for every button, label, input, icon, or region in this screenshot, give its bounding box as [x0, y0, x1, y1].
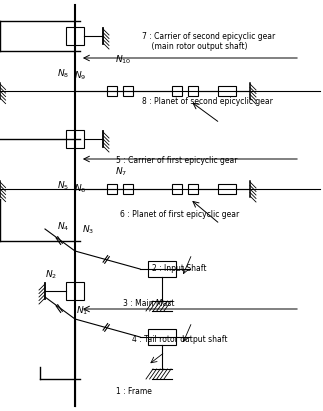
Text: 8 : Planet of second epicyclic gear: 8 : Planet of second epicyclic gear [142, 97, 273, 106]
Bar [188, 184, 198, 194]
Bar [66, 27, 84, 45]
Text: $N_1$: $N_1$ [76, 305, 88, 317]
Bar [172, 86, 182, 96]
Bar [107, 86, 117, 96]
Bar [148, 329, 176, 345]
Bar [66, 282, 84, 300]
Bar [123, 86, 133, 96]
Text: $N_{10}$: $N_{10}$ [115, 53, 131, 66]
Text: 5 : Carrier of first epicyclic gear: 5 : Carrier of first epicyclic gear [116, 156, 238, 165]
Bar [148, 261, 176, 277]
Text: 3 : Main Mast: 3 : Main Mast [123, 299, 174, 308]
Bar [66, 130, 84, 148]
Text: 7 : Carrier of second epicyclic gear
    (main rotor output shaft): 7 : Carrier of second epicyclic gear (ma… [142, 32, 276, 51]
Text: $N_3$: $N_3$ [82, 223, 95, 236]
Text: 1 : Frame: 1 : Frame [116, 387, 152, 396]
Text: $N_7$: $N_7$ [115, 166, 127, 178]
Text: $N_2$: $N_2$ [45, 268, 57, 281]
Bar [123, 184, 133, 194]
Text: 2 : Input Shaft: 2 : Input Shaft [152, 264, 206, 273]
Text: $N_8$: $N_8$ [57, 67, 69, 80]
Text: $N_5$: $N_5$ [57, 180, 69, 192]
Bar [107, 184, 117, 194]
Bar [188, 86, 198, 96]
Text: $N_9$: $N_9$ [74, 70, 86, 82]
Text: $N_4$: $N_4$ [57, 221, 69, 233]
Text: 4 : Tail rotor output shaft: 4 : Tail rotor output shaft [132, 335, 228, 344]
Bar [218, 184, 236, 194]
Bar [218, 86, 236, 96]
Bar [172, 184, 182, 194]
Text: 6 : Planet of first epicyclic gear: 6 : Planet of first epicyclic gear [120, 210, 239, 219]
Text: $N_6$: $N_6$ [74, 182, 87, 195]
